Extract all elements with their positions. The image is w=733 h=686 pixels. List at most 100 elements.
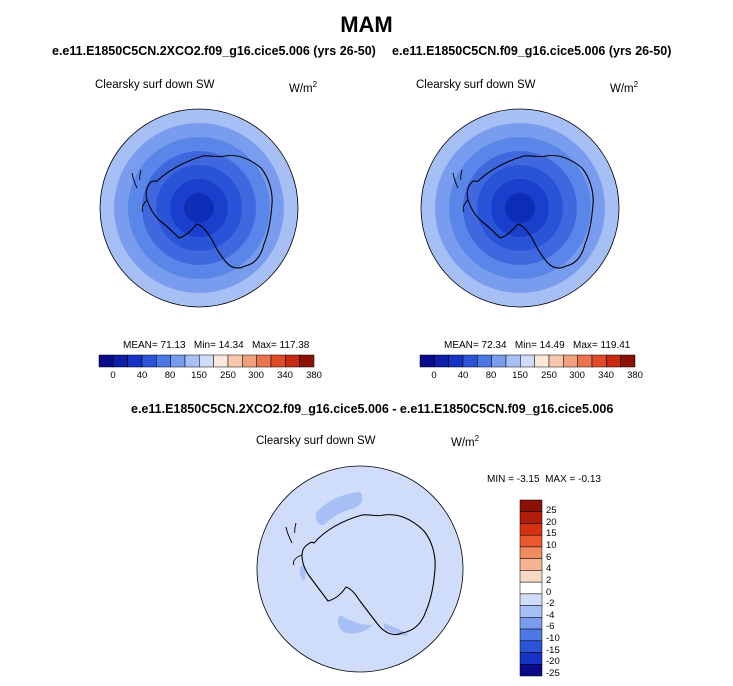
colorbar-swatch (519, 523, 543, 536)
colorbar-swatch (520, 354, 535, 368)
colorbar-swatch (141, 354, 157, 368)
colorbar-swatch (462, 354, 478, 368)
panel2-case-title: e.e11.E1850C5CN.f09_g16.cice5.006 (yrs 2… (392, 44, 672, 58)
diff-tick: -4 (546, 610, 555, 621)
colorbar-swatch (98, 354, 114, 368)
colorbar-swatch (591, 354, 607, 368)
colorbar-swatch (213, 354, 229, 368)
colorbar-swatch (170, 354, 186, 368)
diff-tick: 6 (546, 552, 552, 563)
colorbar-swatch (606, 354, 621, 368)
panel2-tick: 300 (569, 370, 585, 381)
diff-tick: -2 (546, 598, 555, 609)
panel1-colorbar (98, 354, 315, 368)
colorbar-swatch (256, 354, 272, 368)
panel1-tick: 300 (248, 370, 264, 381)
diff-map-disc (256, 465, 464, 673)
diff-tick: 4 (546, 563, 552, 574)
colorbar-swatch (285, 354, 300, 368)
panel1-tick: 150 (191, 370, 207, 381)
diff-tick: -20 (546, 656, 560, 667)
panel2-tick: 150 (512, 370, 528, 381)
panel2-polar-map (420, 108, 620, 308)
colorbar-swatch (434, 354, 449, 368)
diff-units-label: W/m2 (451, 434, 480, 449)
colorbar-swatch (227, 354, 243, 368)
diff-tick: 20 (546, 517, 557, 528)
colorbar-swatch (156, 354, 171, 368)
colorbar-swatch (519, 570, 543, 583)
diff-tick: -6 (546, 621, 555, 632)
panel1-case-title: e.e11.E1850C5CN.2XCO2.f09_g16.cice5.006 … (52, 44, 376, 58)
diff-map-patch (316, 492, 363, 526)
colorbar-swatch (577, 354, 593, 368)
diff-tick: 25 (546, 505, 557, 516)
panel1-tick: 340 (277, 370, 293, 381)
diff-colorbar-ticks: 25 20 15 10 6 4 2 0 -2 -4 -6 -10 -15 -20… (546, 500, 576, 679)
colorbar-swatch (519, 652, 543, 665)
colorbar-swatch (299, 354, 315, 368)
colorbar-swatch (199, 354, 214, 368)
diff-tick: 2 (546, 575, 552, 586)
diff-tick: 0 (546, 587, 552, 598)
panel1-colorbar-ticks: 0 40 80 150 250 300 340 380 (99, 370, 322, 384)
colorbar-swatch (242, 354, 257, 368)
diff-tick: -15 (546, 645, 560, 656)
panel1-polar-map (99, 108, 299, 308)
map-boundary (420, 108, 620, 308)
diff-map-patch (338, 615, 372, 634)
colorbar-swatch (113, 354, 128, 368)
panel1-tick: 250 (220, 370, 236, 381)
panel2-stats: MEAN= 72.34 Min= 14.49 Max= 119.41 (444, 340, 631, 351)
colorbar-swatch (519, 593, 543, 606)
colorbar-swatch (184, 354, 200, 368)
colorbar-swatch (477, 354, 492, 368)
colorbar-swatch (491, 354, 507, 368)
colorbar-swatch (519, 664, 543, 677)
panel1-tick: 40 (136, 370, 148, 381)
panel2-colorbar (419, 354, 636, 368)
panel2-tick: 340 (598, 370, 614, 381)
panel2-tick: 0 (431, 370, 437, 381)
map-contour-band (184, 193, 214, 223)
diff-polar-map (256, 465, 464, 673)
colorbar-swatch (448, 354, 464, 368)
panel2-tick: 40 (457, 370, 469, 381)
panel1-tick: 380 (306, 370, 322, 381)
colorbar-swatch (519, 617, 543, 630)
panel2-tick: 250 (541, 370, 557, 381)
colorbar-swatch (519, 499, 543, 512)
panel2-tick: 380 (627, 370, 643, 381)
diff-colorbar (519, 499, 543, 677)
diff-stats: MIN = -3.15 MAX = -0.13 (487, 474, 601, 485)
diff-tick: 15 (546, 528, 557, 539)
colorbar-swatch (519, 534, 543, 548)
colorbar-swatch (519, 546, 543, 559)
panel2-colorbar-ticks: 0 40 80 150 250 300 340 380 (420, 370, 643, 384)
colorbar-swatch (519, 558, 543, 571)
colorbar-swatch (419, 354, 435, 368)
diff-tick: -10 (546, 633, 560, 644)
map-boundary (99, 108, 299, 308)
panel2-tick: 80 (485, 370, 497, 381)
colorbar-swatch (519, 581, 543, 595)
colorbar-swatch (563, 354, 578, 368)
panel1-units-label: W/m2 (289, 80, 318, 95)
colorbar-swatch (519, 605, 543, 618)
diff-map-patch (299, 565, 306, 581)
panel1-tick: 0 (110, 370, 116, 381)
colorbar-swatch (620, 354, 636, 368)
diff-map-patch (384, 623, 408, 636)
colorbar-swatch (127, 354, 143, 368)
colorbar-swatch (505, 354, 521, 368)
panel2-units-label: W/m2 (610, 80, 639, 95)
diff-tick: 10 (546, 540, 557, 551)
diff-coastline (301, 514, 436, 636)
diff-variable-label: Clearsky surf down SW (256, 435, 376, 447)
colorbar-swatch (548, 354, 564, 368)
map-contour-band (505, 193, 535, 223)
panel2-variable-label: Clearsky surf down SW (416, 79, 536, 91)
diff-coastline (285, 522, 303, 566)
panel1-tick: 80 (164, 370, 176, 381)
panel1-variable-label: Clearsky surf down SW (95, 79, 215, 91)
